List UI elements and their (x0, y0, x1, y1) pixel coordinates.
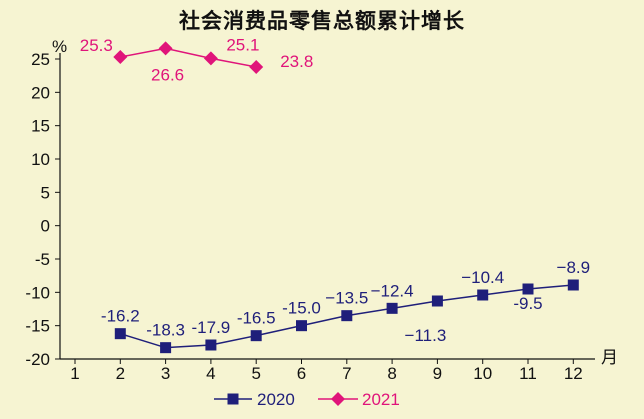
data-label-2020: −8.9 (557, 258, 591, 277)
data-point-2020 (567, 279, 579, 291)
data-label-2020: -17.9 (192, 318, 231, 337)
data-point-2020 (386, 302, 398, 314)
series-2021: 25.3 26.6 25.1 23.8 (80, 35, 314, 84)
x-tick-label: 2 (116, 364, 125, 383)
series-layer: -16.2 -18.3 -17.9 -16.5 -15.0−13.5 −12.4 −11.3… (80, 35, 591, 354)
data-label-2020: -9.5 (513, 294, 542, 313)
data-label-2021: 25.1 (226, 35, 259, 54)
y-tick-label: -5 (35, 250, 50, 269)
data-label-2020: -18.3 (146, 321, 185, 340)
legend-label-2021: 2021 (362, 390, 400, 409)
data-point-2020 (114, 328, 126, 340)
data-point-2020 (205, 339, 217, 351)
legend: 2020 2021 (214, 390, 400, 409)
data-label-2020: -16.5 (237, 309, 276, 328)
legend-label-2020: 2020 (257, 390, 295, 409)
x-tick-label: 12 (564, 364, 583, 383)
series-line-2021 (120, 47, 257, 68)
data-label-2020: −11.3 (405, 326, 447, 345)
x-tick-label: 1 (70, 364, 79, 383)
y-tick-label: 15 (31, 117, 50, 136)
data-label-2020: −12.4 (371, 281, 414, 300)
data-label-2020: −10.4 (461, 268, 504, 287)
data-point-2021 (158, 41, 173, 56)
data-point-2021 (113, 50, 128, 64)
data-label-2020: -16.2 (101, 307, 140, 326)
x-tick-label: 7 (342, 364, 351, 383)
data-label-2020: −13.5 (325, 289, 368, 308)
y-tick-label: 10 (31, 150, 50, 169)
x-tick-label: 8 (387, 364, 396, 383)
legend-marker-2021 (331, 392, 345, 406)
data-point-2020 (477, 289, 489, 301)
x-tick-label: 4 (206, 364, 215, 383)
data-label-2021: 23.8 (280, 52, 313, 71)
data-point-2021 (249, 60, 264, 74)
x-axis-unit: 月 (601, 348, 618, 367)
data-point-2020 (431, 295, 443, 307)
data-label-2020: -15.0 (282, 299, 321, 318)
legend-marker-2020 (227, 393, 239, 405)
y-tick-label: 25 (31, 50, 50, 69)
series-2020: -16.2 -18.3 -17.9 -16.5 -15.0−13.5 −12.4 −11.3… (101, 258, 591, 354)
y-tick-label: -15 (25, 317, 50, 336)
data-point-2020 (250, 330, 262, 342)
y-tick-label: 5 (41, 183, 50, 202)
chart-title: 社会消费品零售总额累计增长 (178, 8, 465, 33)
x-tick-label: 6 (297, 364, 306, 383)
x-tick-label: 9 (433, 364, 442, 383)
x-tick-label: 5 (251, 364, 260, 383)
data-label-2021: 25.3 (80, 36, 113, 55)
y-axis-unit: % (52, 37, 67, 56)
data-point-2020 (522, 283, 534, 295)
data-point-2020 (160, 342, 172, 354)
x-tick-label: 3 (161, 364, 170, 383)
data-point-2020 (341, 310, 353, 322)
y-tick-label: 0 (41, 217, 50, 236)
y-tick-label: -20 (25, 350, 50, 369)
data-point-2021 (203, 51, 218, 66)
data-point-2020 (296, 320, 307, 332)
x-tick-label: 10 (473, 364, 492, 383)
y-tick-label: 20 (31, 83, 50, 102)
x-tick-label: 11 (519, 364, 537, 383)
y-tick-label: -10 (25, 283, 50, 302)
data-label-2021: 26.6 (151, 65, 184, 84)
